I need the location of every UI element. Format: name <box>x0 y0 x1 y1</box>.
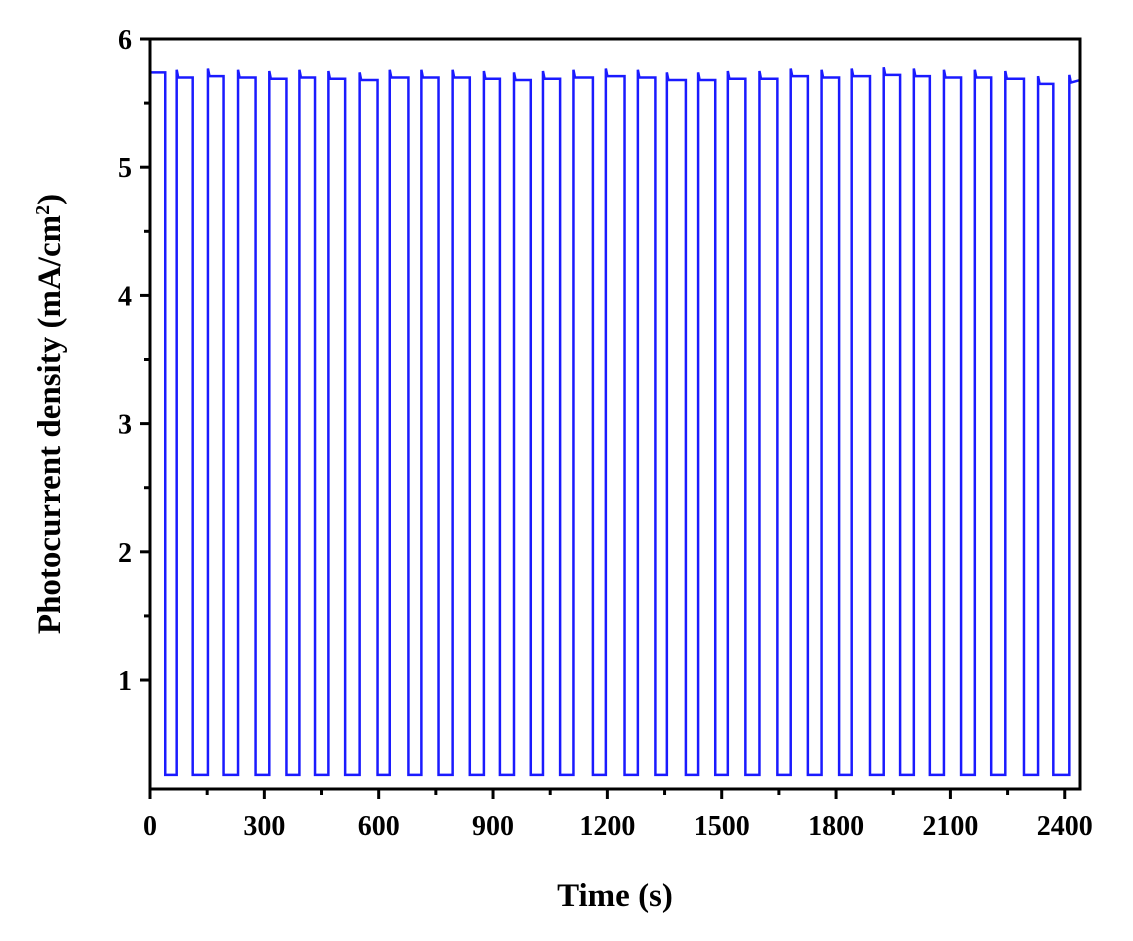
x-tick-label: 1500 <box>694 811 750 842</box>
x-tick-label: 2100 <box>922 811 978 842</box>
x-tick-label: 300 <box>243 811 285 842</box>
y-tick-label: 4 <box>118 281 132 312</box>
y-axis-title: Photocurrent density (mA/cm2) <box>32 194 68 634</box>
y-tick-label: 3 <box>118 410 132 441</box>
x-axis-title: Time (s) <box>557 878 673 914</box>
photocurrent-series-line <box>150 66 1081 777</box>
y-tick-label: 1 <box>118 666 132 697</box>
x-tick-label: 2400 <box>1037 811 1093 842</box>
y-axis-title-tail: ) <box>32 194 68 205</box>
plot-area <box>150 66 1081 777</box>
plot-frame <box>148 37 1082 791</box>
y-tick-label: 5 <box>118 153 132 184</box>
x-tick-label: 900 <box>472 811 514 842</box>
y-axis-title-superscript: 2 <box>32 205 54 215</box>
y-axis-title-main: Photocurrent density (mA/cm <box>32 215 68 634</box>
x-tick-label: 1800 <box>808 811 864 842</box>
tick-labels: 0 300 600 900 1200 1500 1800 2100 2400 1 2 3 4 5 6 <box>118 25 1093 842</box>
y-tick-label: 6 <box>118 25 132 56</box>
x-tick-label: 0 <box>143 811 157 842</box>
axis-ticks <box>140 37 1067 799</box>
y-tick-label: 2 <box>118 538 132 569</box>
x-tick-label: 600 <box>358 811 400 842</box>
x-tick-label: 1200 <box>579 811 635 842</box>
